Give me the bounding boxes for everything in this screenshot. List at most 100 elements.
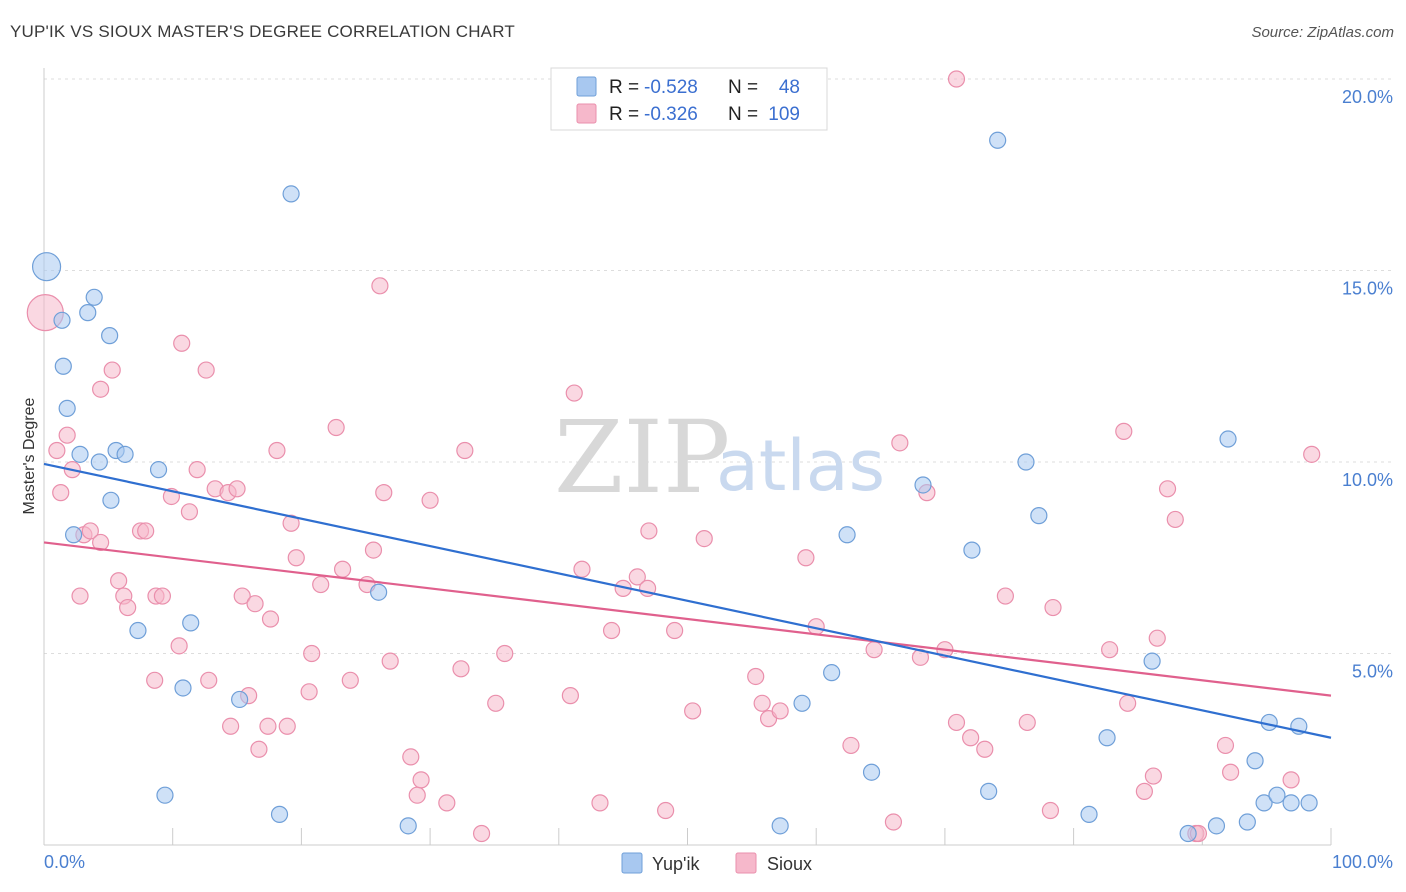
sioux-point: [456, 441, 474, 460]
sioux-point: [891, 434, 909, 452]
sioux-point: [771, 702, 789, 720]
yupik-point: [71, 445, 89, 463]
sioux-point: [1144, 767, 1162, 785]
yupik-point: [101, 327, 119, 345]
yupik-point: [1017, 453, 1035, 471]
sioux-point: [657, 801, 675, 820]
y-tick-labels: 5.0% 10.0% 15.0% 20.0%: [1342, 87, 1393, 682]
sioux-point: [327, 418, 345, 437]
sioux-point: [233, 587, 251, 605]
watermark-zip: ZIP: [554, 399, 730, 516]
sioux-point: [1041, 801, 1060, 820]
sioux-point: [371, 277, 389, 295]
legend-r-value-sioux: -0.326: [644, 104, 698, 125]
yupik-point: [1098, 729, 1116, 747]
sioux-points: [26, 70, 1321, 843]
sioux-point: [640, 522, 658, 540]
sioux-point: [222, 717, 240, 735]
sioux-point: [173, 334, 191, 352]
sioux-point: [865, 641, 883, 659]
sioux-point: [1222, 763, 1240, 781]
yupik-point: [980, 782, 998, 800]
yupik-point: [54, 357, 72, 375]
sioux-point: [947, 713, 966, 732]
sioux-point: [842, 736, 860, 755]
yupik-point: [156, 786, 174, 804]
sioux-point: [110, 572, 128, 590]
sioux-point: [92, 380, 110, 398]
legend: R = -0.528 N = 48 R = -0.326 N = 109: [550, 67, 828, 131]
sioux-point: [947, 70, 966, 88]
yupik-point: [793, 694, 811, 712]
sioux-point: [48, 441, 66, 460]
sioux-point: [58, 426, 76, 444]
sioux-point: [996, 587, 1014, 605]
yupik-point: [1143, 652, 1161, 670]
sioux-point: [496, 644, 514, 663]
sioux-point: [684, 702, 702, 720]
y-axis-label: Master's Degree: [21, 397, 38, 514]
sioux-point: [438, 794, 456, 812]
legend-n-value-sioux: 109: [768, 104, 800, 125]
sioux-point: [364, 541, 383, 559]
x-tick-label-min: 0.0%: [44, 852, 85, 872]
bottom-legend: Yup'ik Sioux: [621, 852, 812, 874]
sioux-point: [1135, 782, 1153, 800]
yupik-point: [1268, 786, 1286, 804]
sioux-point: [92, 533, 110, 552]
yupik-point: [989, 131, 1007, 149]
chart-title: YUP'IK VS SIOUX MASTER'S DEGREE CORRELAT…: [10, 22, 515, 41]
sioux-point: [591, 794, 609, 812]
sioux-point: [412, 771, 430, 789]
bottom-legend-label-sioux: Sioux: [767, 854, 812, 874]
yupik-point: [823, 664, 841, 682]
sioux-point: [1282, 771, 1300, 789]
y-tick-label: 20.0%: [1342, 87, 1393, 107]
sioux-point: [628, 568, 646, 586]
yupik-point: [1246, 752, 1264, 770]
sioux-point: [561, 687, 579, 705]
sioux-point: [81, 522, 99, 540]
sioux-point: [282, 514, 300, 532]
sioux-point: [268, 441, 286, 460]
yupik-point: [1282, 794, 1300, 812]
yupik-point: [53, 311, 71, 329]
yupik-point: [1179, 824, 1197, 843]
sioux-point: [695, 529, 713, 548]
yupik-point: [58, 399, 76, 417]
sioux-point: [962, 729, 980, 747]
sioux-point: [408, 786, 426, 804]
y-tick-label: 10.0%: [1342, 470, 1393, 490]
sioux-point: [188, 461, 206, 479]
sioux-point: [71, 587, 89, 605]
yupik-point: [90, 453, 108, 471]
sioux-point: [300, 683, 318, 701]
sioux-point: [261, 610, 280, 628]
sioux-point: [1303, 445, 1321, 463]
yupik-point: [1207, 817, 1226, 835]
sioux-point: [197, 361, 215, 379]
yupik-point: [79, 304, 97, 322]
sioux-point: [303, 644, 321, 663]
yupik-point: [116, 445, 134, 463]
legend-r-value-yupik: -0.528: [644, 77, 698, 98]
legend-n-value-yupik: 48: [779, 77, 800, 98]
sioux-point: [487, 694, 505, 712]
yupik-point: [399, 817, 417, 835]
sioux-point: [228, 480, 246, 498]
sioux-point: [1119, 694, 1137, 712]
sioux-point: [180, 503, 199, 521]
legend-n-label-sioux: N =: [728, 104, 758, 125]
legend-swatch-yupik: [576, 76, 597, 97]
yupik-point: [1255, 794, 1273, 812]
yupik-point: [838, 526, 856, 544]
yupik-point: [1219, 430, 1237, 448]
legend-r-label-yupik: R =: [609, 77, 639, 98]
yupik-point: [1030, 507, 1048, 525]
bottom-legend-swatch-yupik: [621, 852, 643, 874]
yupik-point: [85, 288, 103, 306]
yupik-point: [31, 252, 62, 282]
sioux-point: [1115, 422, 1133, 440]
sioux-point: [666, 621, 684, 640]
